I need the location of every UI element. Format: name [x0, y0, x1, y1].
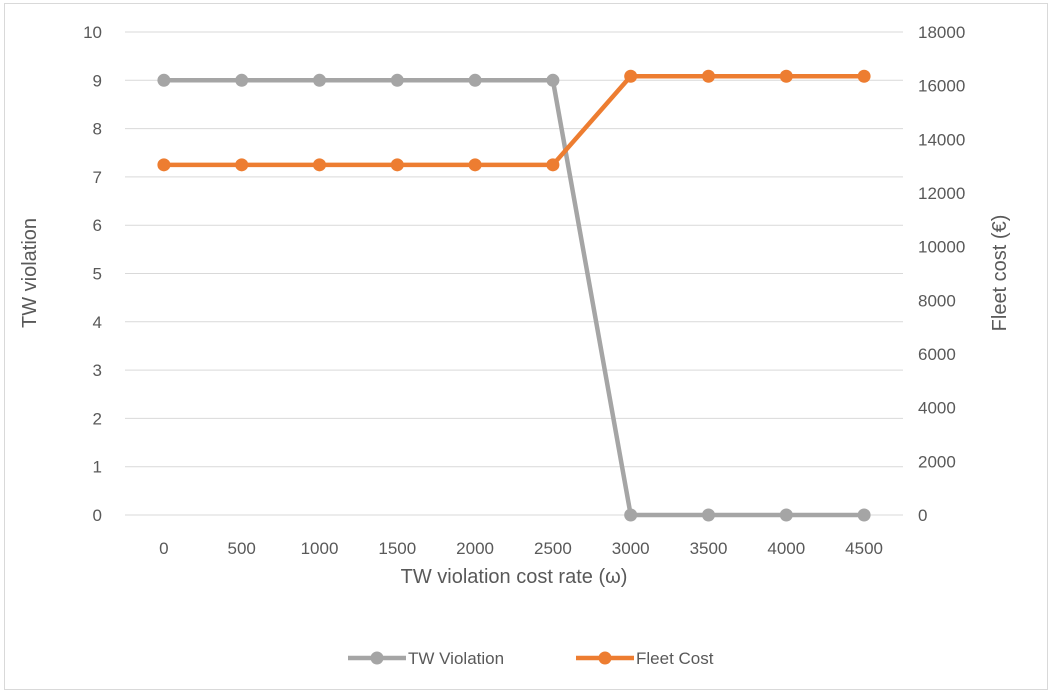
x-tick-label: 4000 — [767, 539, 805, 558]
legend: TW Violation Fleet Cost — [348, 649, 714, 668]
series-line — [163, 74, 865, 168]
series-tw-violation — [157, 73, 871, 522]
data-point — [390, 73, 404, 87]
data-point — [468, 73, 482, 87]
y2-tick-label: 0 — [918, 506, 927, 525]
y2-tick-label: 6000 — [918, 345, 956, 364]
y-axis-title: TW violation — [19, 218, 41, 328]
data-point — [313, 158, 326, 172]
y2-tick-label: 8000 — [918, 291, 956, 310]
y-tick-label: 9 — [93, 71, 102, 90]
y2-tick-label: 12000 — [918, 184, 965, 203]
right-axis-ticks: 0 2000 4000 6000 8000 10000 12000 14000 16000 180… — [918, 23, 965, 525]
legend-item: TW Violation — [348, 649, 504, 668]
data-point — [390, 158, 404, 172]
y-tick-label: 6 — [93, 216, 102, 235]
chart-frame — [4, 3, 1048, 690]
y-tick-label: 0 — [93, 506, 102, 525]
x-tick-label: 0 — [159, 539, 168, 558]
y-tick-label: 4 — [93, 313, 102, 332]
x-axis-ticks: 0 500 1000 1500 2000 2500 3000 3500 4000 4500 — [159, 539, 883, 558]
legend-marker — [598, 651, 612, 665]
data-point — [779, 69, 793, 83]
legend-item: Fleet Cost — [576, 649, 714, 668]
data-point — [235, 158, 249, 172]
data-point — [235, 73, 249, 87]
data-point — [157, 158, 171, 172]
y-tick-label: 8 — [93, 120, 102, 139]
y2-tick-label: 18000 — [918, 23, 965, 42]
x-tick-label: 3500 — [690, 539, 728, 558]
series-line — [163, 78, 865, 518]
y2-axis-title: Fleet cost (€) — [989, 215, 1011, 332]
data-point — [546, 73, 560, 87]
left-axis-ticks: 0 1 2 3 4 5 6 7 8 9 10 — [83, 23, 102, 525]
data-point — [624, 69, 638, 83]
legend-label: Fleet Cost — [636, 649, 714, 668]
data-point — [546, 158, 560, 172]
data-point — [157, 73, 171, 87]
data-point — [857, 508, 871, 522]
x-tick-label: 500 — [228, 539, 256, 558]
x-tick-label: 3000 — [612, 539, 650, 558]
y-tick-label: 7 — [93, 168, 102, 187]
y-tick-label: 1 — [93, 458, 102, 477]
x-tick-label: 4500 — [845, 539, 883, 558]
data-point — [702, 69, 715, 83]
data-point — [313, 73, 326, 87]
y2-tick-label: 4000 — [918, 399, 956, 418]
y-tick-label: 3 — [93, 361, 102, 380]
series-fleet-cost — [157, 69, 871, 172]
legend-label: TW Violation — [408, 649, 504, 668]
x-tick-label: 1000 — [301, 539, 339, 558]
data-point — [857, 69, 871, 83]
y2-tick-label: 16000 — [918, 77, 965, 96]
data-point — [779, 508, 793, 522]
x-tick-label: 2000 — [456, 539, 494, 558]
y-tick-label: 5 — [93, 265, 102, 284]
x-tick-label: 1500 — [378, 539, 416, 558]
y2-tick-label: 10000 — [918, 238, 965, 257]
x-tick-label: 2500 — [534, 539, 572, 558]
y-tick-label: 2 — [93, 409, 102, 428]
series-layer — [157, 69, 871, 522]
y2-tick-label: 2000 — [918, 452, 956, 471]
data-point — [468, 158, 482, 172]
legend-marker — [370, 651, 384, 665]
y-tick-label: 10 — [83, 23, 102, 42]
data-point — [624, 508, 638, 522]
data-point — [702, 508, 715, 522]
y2-tick-label: 14000 — [918, 130, 965, 149]
gridlines — [125, 31, 903, 516]
x-axis-title: TW violation cost rate (ω) — [401, 566, 628, 588]
